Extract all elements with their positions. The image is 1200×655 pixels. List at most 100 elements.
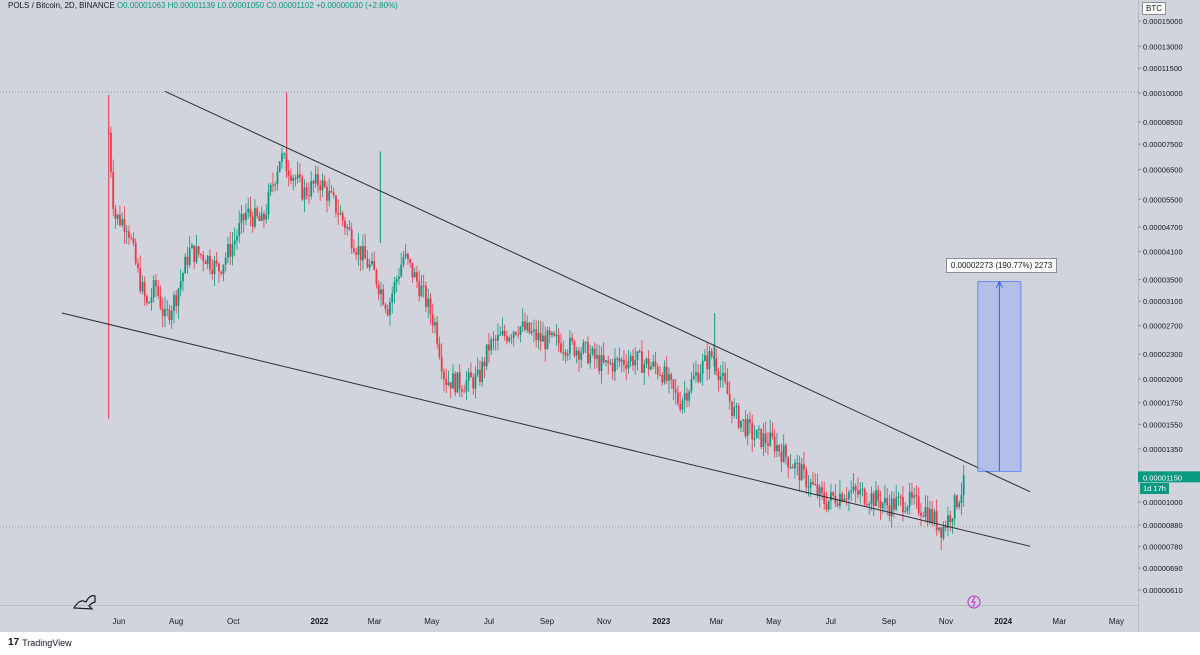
candle-body <box>692 375 695 380</box>
candle-body <box>706 355 709 370</box>
candle-body <box>503 330 506 336</box>
x-axis-tick-label: Mar <box>1052 617 1066 626</box>
candle-body <box>807 487 810 489</box>
candle-body <box>186 256 189 266</box>
candle-body <box>789 466 792 468</box>
candle-body <box>429 298 432 315</box>
x-axis-tick-label: Jun <box>113 617 126 626</box>
candle-body <box>708 351 711 370</box>
candle-body <box>314 174 317 184</box>
candle-body <box>944 526 947 528</box>
resistance-trendline <box>164 90 1031 493</box>
y-axis-tick-label: 0.00005500 <box>1143 195 1183 204</box>
x-axis-tick-label: Oct <box>227 617 240 626</box>
y-axis-tick-label: 0.00000780 <box>1143 542 1183 551</box>
candle-body <box>778 445 781 452</box>
candle-body <box>571 337 574 342</box>
candle-body <box>614 358 616 372</box>
candle-body <box>251 216 254 227</box>
candle-body <box>173 295 175 312</box>
candle-body <box>539 332 542 342</box>
measure-arrow-head <box>995 280 1003 288</box>
candle-body <box>688 391 691 401</box>
candle-body <box>393 281 396 294</box>
candle-body <box>141 282 144 292</box>
candle-body <box>821 487 823 493</box>
candle-body <box>294 177 297 179</box>
candle-body <box>629 355 632 362</box>
candle-body <box>355 252 358 255</box>
lightning-event-icon <box>967 595 981 609</box>
candle-body <box>413 272 416 278</box>
candle-body <box>472 377 475 389</box>
candle-body <box>553 332 556 336</box>
candle-body <box>562 351 565 353</box>
candle-body <box>701 360 704 374</box>
x-axis-tick-label: May <box>424 617 439 626</box>
candle-body <box>780 451 783 462</box>
candle-body <box>575 350 578 356</box>
candle-body <box>290 175 292 181</box>
candle-body <box>436 322 439 344</box>
candle-body <box>710 351 713 357</box>
candle-body <box>773 436 776 452</box>
candle-body <box>888 505 891 517</box>
candle-body <box>134 243 137 264</box>
candle-body <box>623 359 625 365</box>
x-axis-tick-label: 2024 <box>994 617 1012 626</box>
candle-body <box>663 366 666 383</box>
candle-body <box>555 335 558 337</box>
measure-tool-label[interactable]: 0.00002273 (190.77%) 2273 <box>945 257 1058 273</box>
candle-body <box>386 308 389 316</box>
candle-body <box>845 498 848 500</box>
candle-body <box>674 388 677 393</box>
candle-body <box>260 213 263 221</box>
candle-body <box>546 330 549 350</box>
bar-countdown-badge: 1d 17h <box>1140 483 1169 495</box>
candle-body <box>218 263 220 272</box>
y-axis-tick-label: 0.00002000 <box>1143 375 1183 384</box>
x-axis-tick-label: Sep <box>540 617 555 626</box>
candle-body <box>211 269 214 275</box>
candle-body <box>850 490 853 493</box>
candle-body <box>805 469 808 488</box>
x-axis-tick-label: Mar <box>710 617 724 626</box>
candle-body <box>366 258 369 268</box>
candle-body <box>625 364 628 369</box>
price-axis[interactable] <box>1138 0 1200 632</box>
candle-body <box>119 214 121 226</box>
candle-body <box>803 464 805 470</box>
candle-body <box>193 245 196 262</box>
candle-body <box>899 496 902 498</box>
candle-body <box>940 527 943 538</box>
candle-body <box>330 191 333 193</box>
candle-body <box>344 220 346 229</box>
candle-body <box>175 295 178 307</box>
y-axis-tick-label: 0.00001550 <box>1143 420 1183 429</box>
candle-body <box>764 433 767 444</box>
candle-body <box>319 185 322 191</box>
candle-body <box>933 511 936 523</box>
candle-body <box>110 132 112 172</box>
candle-body <box>560 343 562 353</box>
candle-body <box>452 373 454 389</box>
currency-unit-label[interactable]: BTC <box>1142 2 1166 15</box>
candle-body <box>206 255 209 265</box>
chart-canvas[interactable]: 0.00015000 0.00013000 0.00011500 0.00010000… <box>0 0 1200 632</box>
candle-body <box>645 358 648 364</box>
candle-body <box>236 236 238 241</box>
candle-body <box>746 418 749 437</box>
candle-body <box>796 462 799 464</box>
candle-body <box>146 296 148 304</box>
candle-body <box>224 257 227 265</box>
candle-body <box>913 495 916 498</box>
tradingview-watermark[interactable]: 17 TradingView <box>8 637 72 648</box>
candle-body <box>332 192 335 196</box>
candle-body <box>893 498 895 510</box>
candle-body <box>760 428 763 448</box>
candle-body <box>272 184 274 186</box>
candle-body <box>931 509 934 523</box>
candle-body <box>443 371 445 379</box>
candle-body <box>533 329 535 332</box>
candle-body <box>368 264 371 268</box>
